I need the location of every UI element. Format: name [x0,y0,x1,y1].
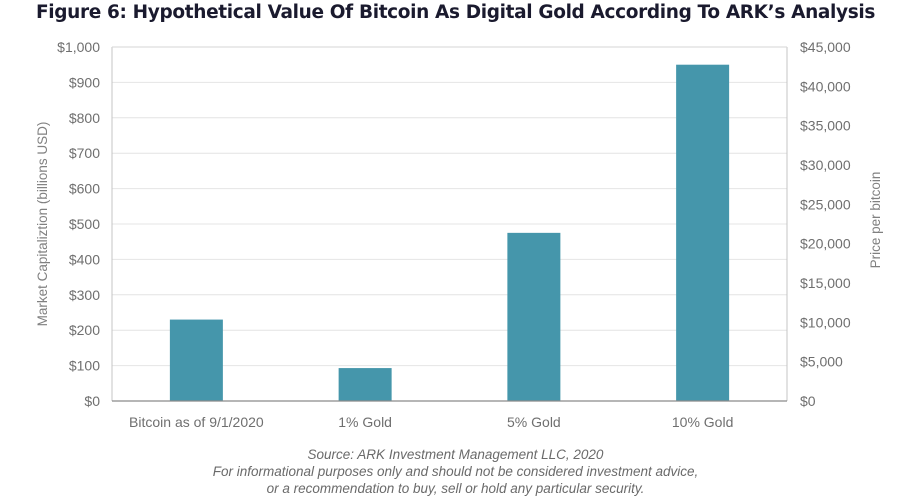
y2-tick-label: $30,000 [800,157,851,173]
x-category-label: Bitcoin as of 9/1/2020 [129,414,264,430]
bar-chart: $0 $100 $200 $300 $400 $500 $600 $700 $800 $900 $1… [35,39,883,430]
bar [507,232,561,401]
axes [111,46,788,402]
bar [676,64,730,401]
y2-axis-label: Price per bitcoin [868,172,883,269]
disclaimer-line-2: or a recommendation to buy, sell or hold… [266,481,645,496]
x-category-label: 1% Gold [338,414,392,430]
y2-tick-label: $10,000 [800,314,851,330]
x-category-label: 10% Gold [672,414,733,430]
y2-axis-ticks: $0 $5,000 $10,000 $15,000 $20,000 $25,000 $30,… [800,39,851,409]
bar [169,319,223,401]
y-tick-label: $800 [69,110,100,126]
y2-tick-label: $40,000 [800,78,851,94]
x-category-label: 5% Gold [507,414,561,430]
y-axis-ticks: $0 $100 $200 $300 $400 $500 $600 $700 $800 $900 $1… [57,39,100,409]
y2-tick-label: $45,000 [800,39,851,55]
bars [169,64,730,401]
y-tick-label: $300 [69,287,100,303]
y2-tick-label: $15,000 [800,275,851,291]
x-axis-categories: Bitcoin as of 9/1/2020 1% Gold 5% Gold 10% … [129,414,733,430]
y2-tick-label: $20,000 [800,236,851,252]
chart-title: Figure 6: Hypothetical Value Of Bitcoin … [35,2,876,23]
y-tick-label: $700 [69,145,100,161]
y-axis-label: Market Capitaliztion (billions USD) [35,122,50,327]
source-note: Source: ARK Investment Management LLC, 2… [307,447,604,462]
y2-tick-label: $0 [800,393,816,409]
y-tick-label: $0 [84,393,100,409]
bar [338,368,392,401]
y2-tick-label: $35,000 [800,118,851,134]
y-tick-label: $900 [69,74,100,90]
y-tick-label: $200 [69,322,100,338]
y-tick-label: $600 [69,181,100,197]
y-tick-label: $500 [69,216,100,232]
y-tick-label: $1,000 [57,39,100,55]
y-tick-label: $400 [69,251,100,267]
y-tick-label: $100 [69,358,100,374]
disclaimer-line-1: For informational purposes only and shou… [212,464,699,479]
y2-tick-label: $5,000 [800,354,843,370]
y2-tick-label: $25,000 [800,196,851,212]
